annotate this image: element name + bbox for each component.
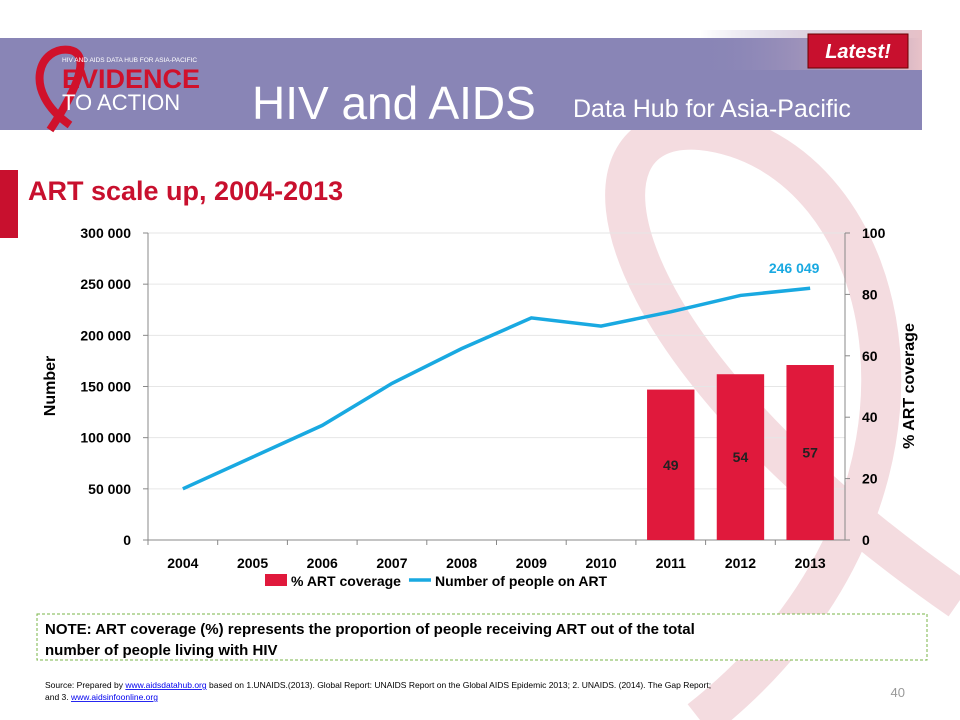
y-tick-label: 200 000 bbox=[80, 327, 131, 343]
y-tick-label: 300 000 bbox=[80, 225, 131, 241]
source-link[interactable]: www.aidsinfoonline.org bbox=[70, 692, 158, 702]
legend-swatch bbox=[265, 574, 287, 586]
y2-axis-label: % ART coverage bbox=[901, 323, 918, 449]
source-link[interactable]: www.aidsdatahub.org bbox=[124, 680, 207, 690]
line bbox=[182, 286, 811, 491]
source-line: and 3. www.aidsinfoonline.org bbox=[45, 692, 158, 702]
y-tick-label: 150 000 bbox=[80, 379, 131, 395]
chart: 0 50 000 100 000 150 000 200 000 250 000 300 0… bbox=[42, 225, 918, 589]
legend-label: % ART coverage bbox=[291, 573, 401, 589]
note-line: NOTE: ART coverage (%) represents the pr… bbox=[45, 621, 695, 638]
header-title: HIV and AIDS bbox=[252, 77, 536, 129]
bar bbox=[786, 365, 834, 540]
legend-label: Number of people on ART bbox=[435, 573, 608, 589]
x-tick-label: 2007 bbox=[376, 555, 407, 571]
y2-tick-label: 60 bbox=[862, 348, 878, 364]
bar bbox=[647, 389, 695, 540]
y-tick-label: 50 000 bbox=[88, 481, 131, 497]
x-tick-label: 2006 bbox=[307, 555, 338, 571]
source-text: based on 1.UNAIDS.(2013). Global Report:… bbox=[209, 680, 711, 690]
background-ribbon bbox=[605, 109, 960, 720]
header-subtitle: Data Hub for Asia-Pacific bbox=[573, 95, 851, 123]
x-tick-label: 2010 bbox=[585, 555, 616, 571]
logo-ribbon bbox=[35, 45, 85, 133]
logo-sub: TO ACTION bbox=[62, 90, 180, 115]
note-box bbox=[36, 613, 928, 661]
x-tick-label: 2009 bbox=[516, 555, 547, 571]
x-tick-label: 2005 bbox=[237, 555, 268, 571]
logo-main: EVIDENCE bbox=[62, 64, 200, 94]
note-line: number of people living with HIV bbox=[45, 642, 278, 659]
x-tick-label: 2004 bbox=[167, 555, 198, 571]
bar-label: 54 bbox=[733, 449, 749, 465]
source-text: Source: Prepared by bbox=[45, 680, 124, 690]
y-axis-label: Number bbox=[42, 356, 59, 416]
y-tick-label: 250 000 bbox=[80, 276, 131, 292]
bar-label: 49 bbox=[663, 457, 679, 473]
x-tick-label: 2013 bbox=[795, 555, 826, 571]
y2-tick-label: 0 bbox=[862, 532, 870, 548]
page-number: 40 bbox=[891, 685, 905, 700]
x-tick-label: 2008 bbox=[446, 555, 477, 571]
y2-tick-label: 20 bbox=[862, 471, 878, 487]
title-marker bbox=[0, 170, 18, 238]
source-line: Source: Prepared by www.aidsdatahub.org … bbox=[45, 680, 711, 690]
slide-title: ART scale up, 2004-2013 bbox=[28, 176, 343, 206]
logo-top: HIV AND AIDS DATA HUB FOR ASIA-PACIFIC bbox=[62, 57, 197, 64]
y2-tick-label: 80 bbox=[862, 286, 878, 302]
y-tick-label: 0 bbox=[123, 532, 131, 548]
x-tick-label: 2012 bbox=[725, 555, 756, 571]
badge: Latest! bbox=[825, 41, 891, 63]
badge-box bbox=[807, 33, 909, 69]
source-text: and 3. bbox=[45, 692, 69, 702]
bar-label: 57 bbox=[802, 445, 818, 461]
bar bbox=[716, 374, 765, 540]
y-tick-label: 100 000 bbox=[80, 430, 131, 446]
data-label: 246 049 bbox=[769, 260, 820, 276]
y2-tick-label: 100 bbox=[862, 225, 886, 241]
x-tick-label: 2011 bbox=[656, 555, 687, 571]
y2-tick-label: 40 bbox=[862, 409, 878, 425]
